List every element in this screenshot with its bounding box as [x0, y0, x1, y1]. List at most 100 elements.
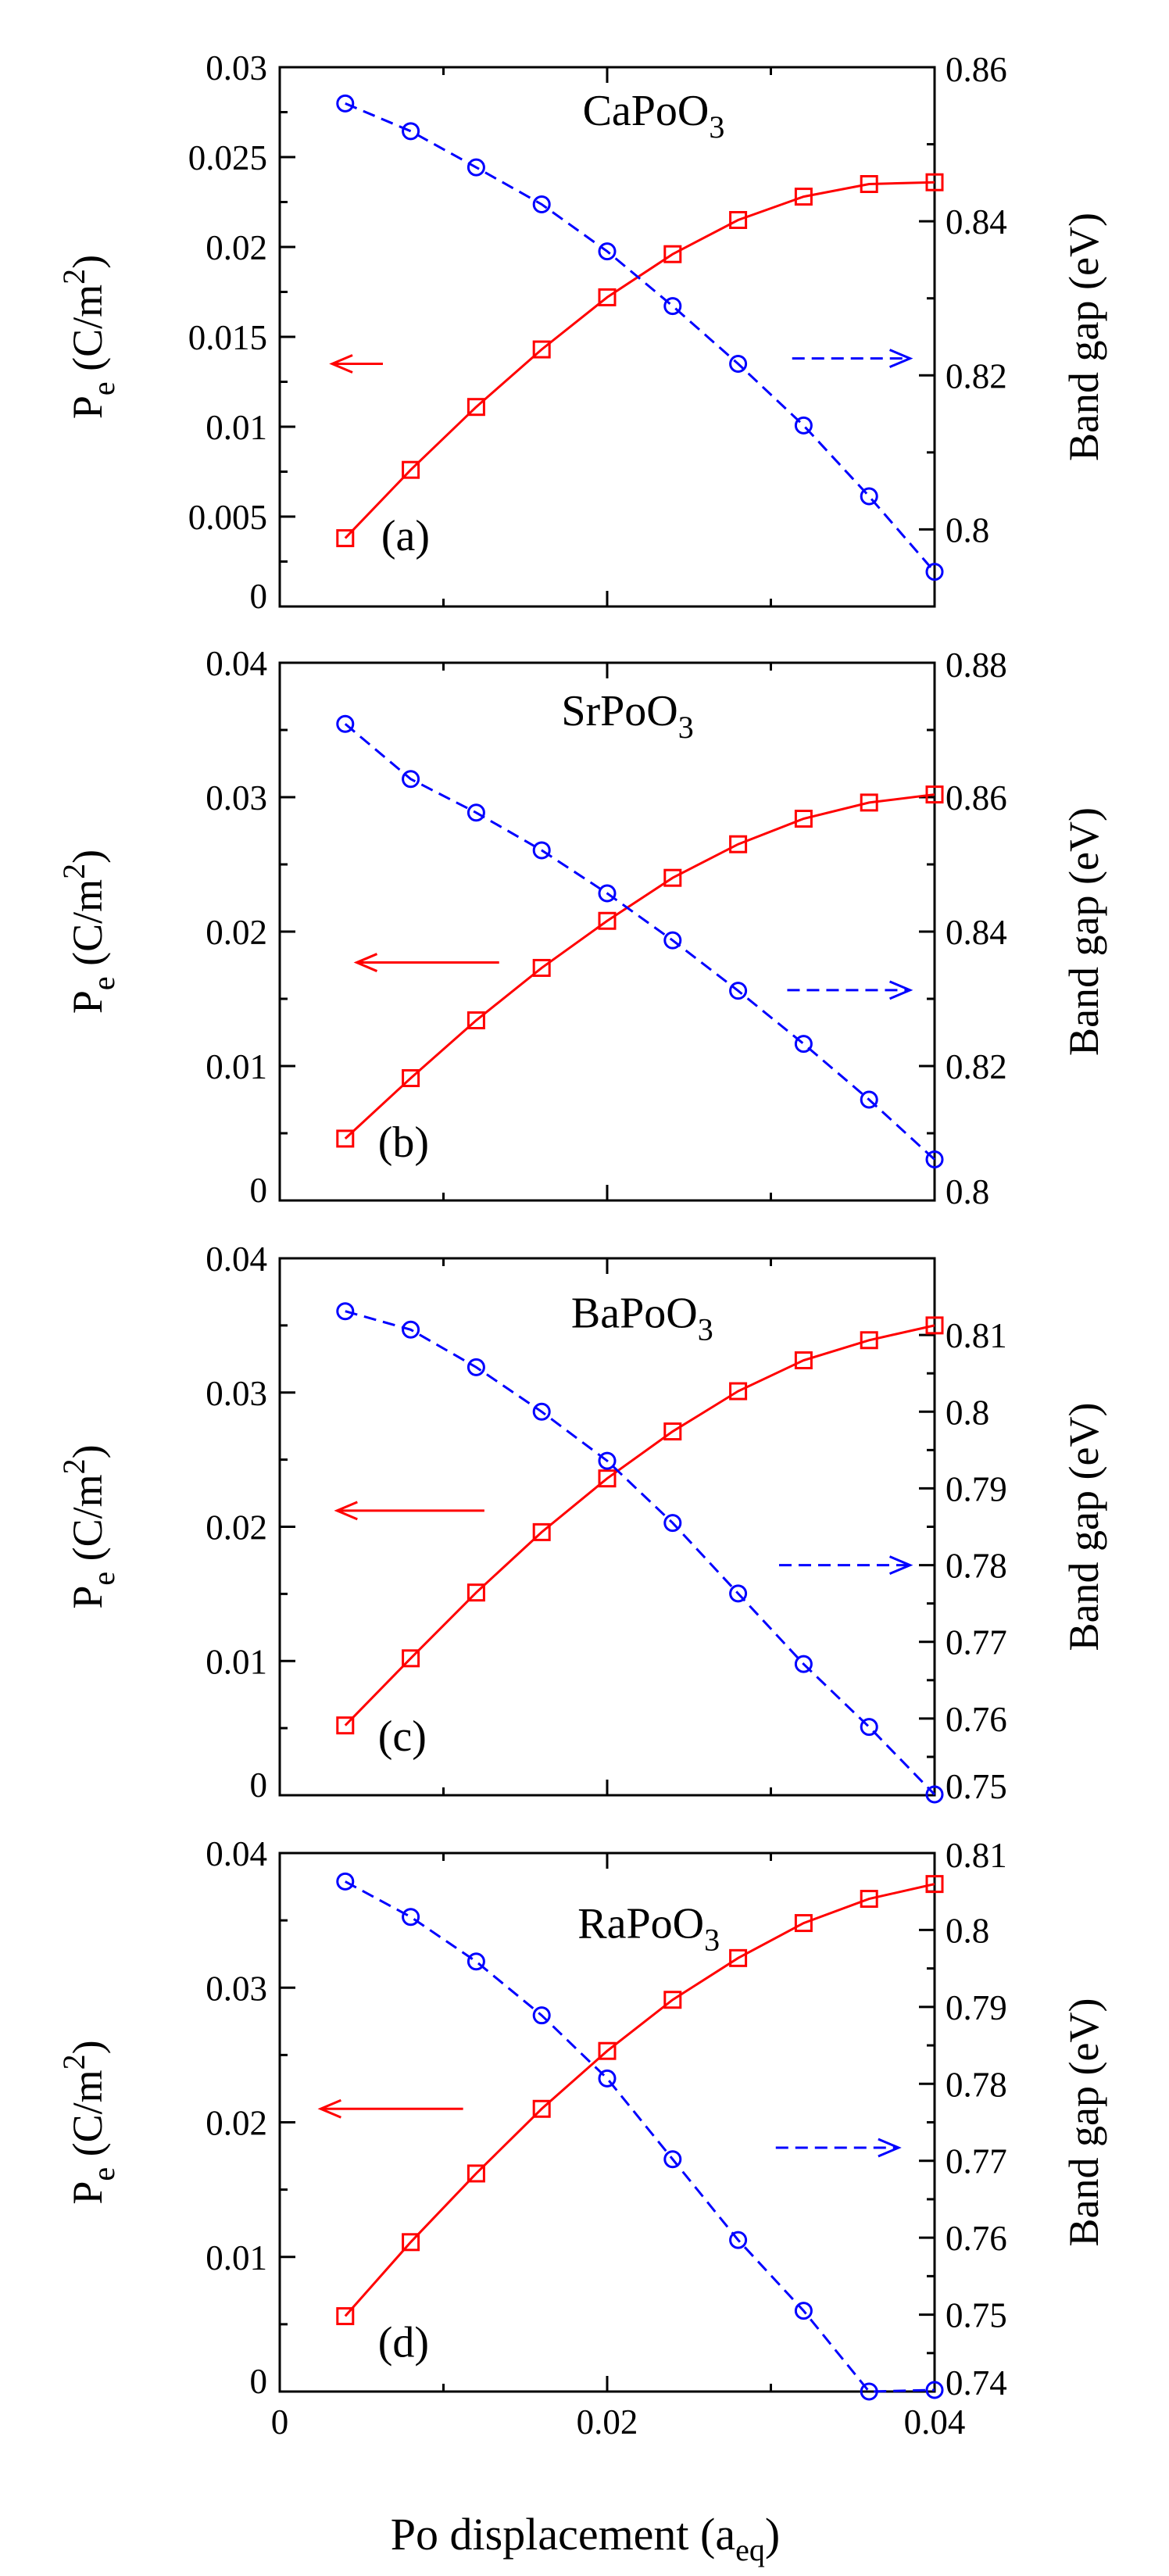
compound-label: SrPoO3: [561, 687, 693, 745]
pe-point: [532, 340, 551, 359]
pe-point: [729, 1382, 748, 1401]
right-y-tick-label: 0.82: [946, 1047, 1007, 1086]
band-gap-point: [402, 1908, 420, 1927]
left-y-axis-title-main: P: [64, 2181, 111, 2205]
left-y-tick-label: 0: [250, 1766, 268, 1805]
compound-label-main: RaPoO: [577, 1899, 704, 1948]
pe-point: [860, 1331, 878, 1350]
right-y-tick-label: 0.88: [946, 646, 1007, 685]
right-y-tick-label: 0.81: [946, 1316, 1007, 1355]
right-y-tick-label: 0.74: [946, 2363, 1007, 2402]
left-axis-arrowhead: [353, 953, 378, 972]
band-gap-point: [860, 2382, 878, 2401]
right-y-tick-label: 0.75: [946, 1767, 1007, 1806]
pe-point: [794, 810, 813, 828]
x-axis-title-main: Po displacement (a: [391, 2509, 735, 2560]
pe-point: [467, 1011, 485, 1030]
x-axis-title: Po displacement (aeq): [391, 2509, 780, 2567]
pe-series-line: [344, 181, 935, 539]
right-y-tick-label: 0.79: [946, 1988, 1007, 2027]
band-gap-point: [663, 931, 682, 950]
pe-point: [532, 2099, 551, 2118]
pe-point: [794, 188, 813, 206]
right-y-tick-label: 0.86: [946, 50, 1007, 89]
x-tick-label: 0.02: [577, 2402, 638, 2442]
band-gap-point: [336, 1872, 355, 1891]
pe-point: [729, 835, 748, 853]
right-y-axis-title: Band gap (eV): [1060, 807, 1107, 1056]
band-gap-point: [794, 2302, 813, 2320]
right-y-tick-label: 0.84: [946, 913, 1007, 952]
band-gap-point: [467, 1952, 485, 1971]
band-gap-point: [729, 355, 748, 373]
compound-label-sub: 3: [709, 109, 724, 145]
left-y-axis-title-close: ): [64, 2040, 111, 2054]
panel-tag: (c): [378, 1712, 427, 1761]
band-gap-series-line: [345, 102, 936, 573]
pe-point: [663, 245, 682, 263]
left-y-axis-title: Pe (C/m2): [56, 1444, 121, 1608]
band-gap-point: [794, 1035, 813, 1054]
band-gap-point: [925, 2381, 944, 2399]
panel-a: 0 0.005 0.01 0.015 0.02 0.025 0.03 0.8 0.82 0.84 0…: [56, 48, 1107, 616]
pe-point: [663, 868, 682, 887]
pe-point: [532, 1522, 551, 1541]
pe-series-line: [344, 1883, 935, 2317]
left-y-tick-label: 0.01: [206, 408, 267, 447]
compound-label-main: SrPoO: [561, 687, 677, 735]
left-y-tick-label: 0.01: [206, 1047, 267, 1086]
right-axis-arrowhead: [888, 980, 913, 1000]
left-y-tick-label: 0.03: [206, 1969, 267, 2008]
left-y-axis-title-sub: e: [86, 976, 121, 990]
band-gap-point: [402, 122, 420, 141]
panels: 00.0050.010.0150.020.0250.030.80.820.840…: [56, 48, 1107, 2442]
right-y-tick-label: 0.8: [946, 510, 989, 549]
pe-point: [925, 173, 944, 191]
left-y-axis-title-unit: (C/m: [64, 284, 111, 382]
right-y-tick-label: 0.78: [946, 2065, 1007, 2104]
band-gap-point: [598, 2069, 617, 2088]
pe-point: [663, 1991, 682, 2009]
right-y-tick-label: 0.86: [946, 778, 1007, 818]
pe-point: [598, 911, 617, 930]
left-y-axis-title-sup: 2: [56, 2054, 91, 2070]
band-gap-point: [729, 982, 748, 1000]
band-gap-point: [598, 242, 617, 261]
x-axis-title-close: ): [765, 2509, 780, 2560]
left-y-tick-label: 0.03: [206, 1374, 267, 1413]
panel-d: 00.010.020.030.040.740.750.760.770.780.7…: [56, 1834, 1107, 2442]
left-y-axis-title-sub: e: [86, 381, 121, 395]
left-axis-arrowhead: [317, 2098, 341, 2119]
x-tick-label: 0.04: [904, 2402, 966, 2442]
pe-point: [925, 1875, 944, 1894]
pe-point: [925, 1316, 944, 1335]
left-y-tick-label: 0: [250, 2362, 268, 2401]
pe-point: [925, 785, 944, 804]
band-gap-point: [729, 1584, 748, 1603]
right-y-tick-label: 0.76: [946, 2219, 1007, 2258]
right-axis-arrowhead: [888, 349, 913, 368]
right-y-tick-label: 0.8: [946, 1172, 989, 1211]
right-y-tick-label: 0.76: [946, 1700, 1007, 1739]
pe-point: [663, 1422, 682, 1441]
x-axis-title-sub: eq: [735, 2532, 765, 2567]
left-y-axis-title-sup: 2: [56, 864, 91, 879]
band-gap-point: [663, 297, 682, 316]
pe-point: [402, 1649, 420, 1668]
band-gap-point: [402, 770, 420, 789]
pe-point: [598, 288, 617, 306]
band-gap-point: [925, 1150, 944, 1169]
panel-c: 0 0.01 0.02 0.03 0.04 0.75 0.76 0.77 0.78 0.79 0.8…: [56, 1240, 1107, 1806]
pe-point: [860, 793, 878, 812]
left-y-tick-label: 0.01: [206, 2238, 267, 2277]
right-y-tick-label: 0.81: [946, 1836, 1007, 1875]
compound-label: BaPoO3: [571, 1289, 713, 1347]
band-gap-series-line: [345, 1880, 935, 2393]
left-y-tick-label: 0: [250, 577, 268, 616]
band-gap-point: [729, 2231, 748, 2249]
panel-b: 0 0.01 0.02 0.03 0.04 0.8 0.82 0.84 0.86 0.88 SrPo…: [56, 644, 1107, 1211]
band-gap-point: [925, 1785, 944, 1804]
left-y-tick-label: 0: [250, 1171, 268, 1210]
band-gap-point: [467, 1358, 485, 1376]
